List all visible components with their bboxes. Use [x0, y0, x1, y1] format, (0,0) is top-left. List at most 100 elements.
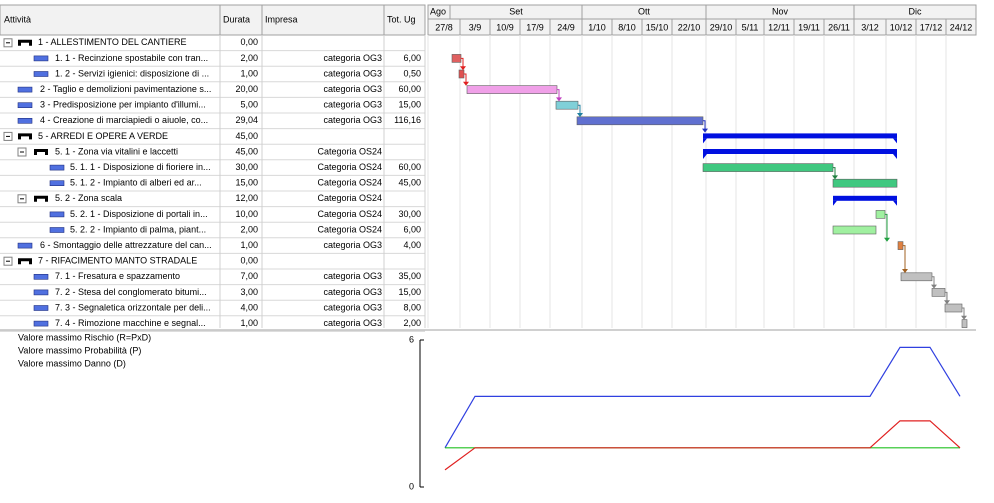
task-bar[interactable]: [451, 54, 462, 63]
activity-name[interactable]: 7 - RIFACIMENTO MANTO STRADALE: [38, 256, 197, 266]
total: 60,00: [398, 162, 421, 172]
activity-name[interactable]: 5. 2. 2 - Impianto di palma, piant...: [70, 224, 206, 234]
activity-name[interactable]: 5. 1 - Zona via vitalini e laccetti: [55, 146, 178, 156]
summary-bar[interactable]: [833, 195, 897, 201]
dependency-arrow: [832, 175, 838, 180]
week-label: 5/11: [742, 22, 759, 32]
task-icon: [17, 118, 33, 124]
total: 6,00: [403, 53, 421, 63]
task-bar[interactable]: [961, 319, 968, 328]
activity-name[interactable]: 1. 2 - Servizi igienici: disposizione di…: [55, 68, 209, 78]
dependency-link: [578, 104, 581, 116]
task-bar[interactable]: [897, 241, 904, 250]
task-bar[interactable]: [900, 272, 933, 282]
week-label: 29/10: [710, 22, 733, 32]
company: categoria OG3: [323, 240, 382, 250]
company: Categoria OS24: [317, 224, 382, 234]
y-tick-label: 0: [409, 481, 414, 491]
duration: 45,00: [235, 131, 258, 141]
total: 4,00: [403, 240, 421, 250]
y-tick-label: 6: [409, 334, 414, 344]
week-label: 10/9: [496, 22, 514, 32]
task-bar[interactable]: [576, 116, 704, 126]
dependency-arrow: [961, 315, 967, 320]
dependency-link: [885, 213, 888, 241]
activity-name[interactable]: 7. 4 - Rimozione macchine e segnal...: [55, 318, 206, 328]
task-bar[interactable]: [466, 85, 558, 94]
week-header: [945, 18, 977, 36]
duration: 2,00: [240, 224, 258, 234]
company: Categoria OS24: [317, 162, 382, 172]
duration: 0,00: [240, 37, 258, 47]
activity-name[interactable]: 5. 2 - Zona scala: [55, 193, 122, 203]
dependency-link: [557, 89, 560, 101]
week-label: 10/12: [890, 22, 913, 32]
summary-icon: [18, 258, 32, 265]
company: categoria OG3: [323, 53, 382, 63]
column-header[interactable]: [219, 4, 263, 36]
task-bar[interactable]: [555, 100, 579, 110]
task-bar[interactable]: [702, 163, 834, 172]
task-bar[interactable]: [832, 178, 898, 188]
task-icon: [17, 102, 33, 108]
column-header[interactable]: [261, 4, 385, 36]
activity-name[interactable]: 1 - ALLESTIMENTO DEL CANTIERE: [38, 37, 187, 47]
total: 116,16: [394, 115, 421, 125]
week-label: 12/11: [768, 22, 790, 32]
activity-name[interactable]: 4 - Creazione di marciapiedi o aiuole, c…: [40, 115, 208, 125]
summary-icon: [34, 195, 48, 202]
activity-name[interactable]: 7. 3 - Segnaletica orizzontale per deli.…: [55, 302, 211, 312]
activity-name[interactable]: 5. 1. 1 - Disposizione di fioriere in...: [70, 162, 211, 172]
task-bar[interactable]: [832, 225, 877, 235]
total: 60,00: [398, 84, 421, 94]
company: Categoria OS24: [317, 193, 382, 203]
duration: 0,00: [240, 256, 258, 266]
column-title: Durata: [223, 14, 250, 24]
dependency-arrow: [460, 66, 466, 71]
duration: 1,00: [240, 68, 258, 78]
activity-name[interactable]: 7. 1 - Fresatura e spazzamento: [55, 271, 180, 281]
company: categoria OG3: [323, 115, 382, 125]
duration: 29,04: [235, 115, 258, 125]
total: 6,00: [403, 224, 421, 234]
month-label: Set: [509, 6, 523, 16]
activity-name[interactable]: 6 - Smontaggio delle attrezzature del ca…: [40, 240, 212, 250]
dependency-link: [464, 73, 467, 85]
task-icon: [33, 320, 49, 327]
month-label: Ott: [638, 6, 651, 16]
duration: 4,00: [240, 302, 258, 312]
risk-line: [444, 420, 961, 471]
column-header[interactable]: [383, 4, 426, 36]
duration: 3,00: [240, 287, 258, 297]
task-icon: [33, 289, 49, 296]
task-bar[interactable]: [875, 210, 886, 219]
column-title: Impresa: [265, 14, 298, 24]
summary-bar[interactable]: [703, 133, 897, 139]
company: Categoria OS24: [317, 209, 382, 219]
activity-name[interactable]: 2 - Taglio e demolizioni pavimentazione …: [40, 84, 211, 94]
column-header[interactable]: [0, 4, 221, 36]
total: 0,50: [403, 68, 421, 78]
activity-name[interactable]: 5. 2. 1 - Disposizione di portali in...: [70, 209, 208, 219]
summary-bar[interactable]: [703, 149, 897, 154]
company: categoria OG3: [323, 302, 382, 312]
month-label: Dic: [909, 6, 922, 16]
activity-name[interactable]: 1. 1 - Recinzione spostabile con tran...: [55, 53, 208, 63]
activity-name[interactable]: 3 - Predisposizione per impianto d'illum…: [40, 100, 206, 110]
company: categoria OG3: [323, 271, 382, 281]
week-label: 15/10: [646, 22, 669, 32]
task-bar[interactable]: [944, 303, 963, 313]
task-icon: [17, 242, 33, 249]
task-bar[interactable]: [931, 288, 946, 297]
activity-name[interactable]: 5 - ARREDI E OPERE A VERDE: [38, 131, 168, 141]
activity-name[interactable]: 5. 1. 2 - Impianto di alberi ed ar...: [70, 178, 202, 188]
week-label: 19/11: [798, 22, 820, 32]
week-label: 3/12: [861, 22, 879, 32]
company: categoria OG3: [323, 318, 382, 328]
task-bar[interactable]: [458, 69, 465, 79]
activity-name[interactable]: 7. 2 - Stesa del conglomerato bitumi...: [55, 287, 207, 297]
dependency-link: [461, 57, 464, 70]
total: 15,00: [398, 287, 421, 297]
duration: 1,00: [240, 318, 258, 328]
legend-entry: Valore massimo Rischio (R=PxD): [18, 332, 151, 342]
